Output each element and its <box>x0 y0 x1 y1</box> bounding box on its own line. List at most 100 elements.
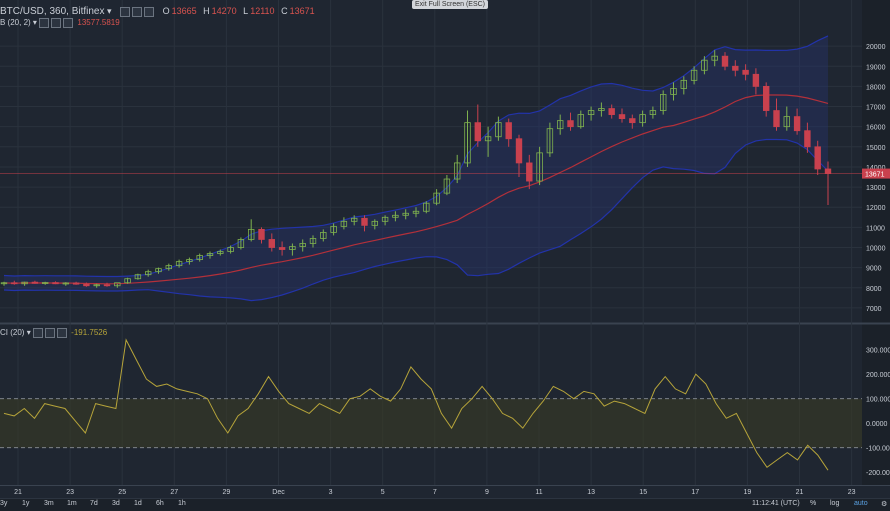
cci-tick-label: -100.000 <box>866 446 890 453</box>
bb-value: 13577.5819 <box>77 18 120 28</box>
candle-body <box>175 261 183 267</box>
candle-body <box>711 55 718 61</box>
cci-line <box>3 338 829 471</box>
footer-bar: 3y 1y 3m 1m 7d 3d 1d 6h 1h 11:12:41 (UTC… <box>0 498 890 511</box>
range-1y[interactable]: 1y <box>22 500 30 507</box>
cci-value: -191.7526 <box>71 328 108 338</box>
settings-icon[interactable] <box>44 328 55 338</box>
time-tick-label: 23 <box>66 489 74 496</box>
range-3y[interactable]: 3y <box>0 500 8 507</box>
auto-toggle[interactable]: auto <box>854 500 868 507</box>
candle-body <box>515 138 523 164</box>
log-toggle[interactable]: log <box>830 500 840 507</box>
candle-body <box>701 59 708 71</box>
candle-body <box>62 282 69 285</box>
candle-body <box>412 210 420 214</box>
eye-icon[interactable] <box>120 6 131 17</box>
candle-body <box>721 55 729 67</box>
price-tick-label: 18000 <box>866 84 886 91</box>
time-tick-label: 5 <box>381 489 385 496</box>
range-6h[interactable]: 6h <box>156 500 164 507</box>
candle-body <box>536 152 543 182</box>
candle-body <box>103 284 111 287</box>
candle-body <box>340 220 348 227</box>
candle-body <box>639 114 646 124</box>
symbol-header[interactable]: BTC/USD, 360, Bitfinex ▾ O 13665 H 14270 L… <box>0 6 315 17</box>
range-3m[interactable]: 3m <box>44 500 54 507</box>
candle-body <box>690 69 698 81</box>
price-tick-label: 11000 <box>866 225 885 232</box>
chart-canvas[interactable]: 21 23 25 27 29 Dec 3 5 7 9 11 13 15 17 19 21 23 20000 1900… <box>0 0 890 498</box>
candle-body <box>598 108 605 111</box>
eye-icon[interactable] <box>39 18 50 28</box>
candle-body <box>361 217 368 226</box>
time-tick-label: Dec <box>272 489 285 496</box>
price-tick-label: 15000 <box>866 145 886 152</box>
cci-label[interactable]: CI (20) <box>0 328 25 338</box>
cci-band-fill <box>0 398 862 448</box>
range-7d[interactable]: 7d <box>90 500 98 507</box>
time-tick-label: 23 <box>848 489 856 496</box>
close-label: C <box>281 6 288 16</box>
settings-icon[interactable] <box>132 6 143 17</box>
bb-fill <box>4 35 828 301</box>
candle-body <box>268 239 275 248</box>
candle-body <box>546 128 554 154</box>
candle-body <box>289 246 296 250</box>
percent-toggle[interactable]: % <box>810 500 817 507</box>
close-icon[interactable] <box>63 18 74 28</box>
cci-tick-label: 300.000 <box>866 348 890 355</box>
close-value: 13671 <box>289 6 315 16</box>
symbol-title[interactable]: BTC/USD, 360, Bitfinex <box>0 6 105 17</box>
candle-body <box>21 281 28 285</box>
time-tick-label: 15 <box>639 489 647 496</box>
candle-body <box>31 281 39 284</box>
price-axis-bg[interactable] <box>862 0 890 485</box>
candle-body <box>371 220 378 226</box>
range-3d[interactable]: 3d <box>112 500 120 507</box>
range-1m[interactable]: 1m <box>67 500 77 507</box>
candle-body <box>0 282 8 285</box>
range-1d[interactable]: 1d <box>134 500 142 507</box>
cci-tick-label: 0.0000 <box>866 421 888 428</box>
cci-header[interactable]: CI (20) ▾ -191.7526 <box>0 328 107 338</box>
candle-body <box>793 116 801 132</box>
eye-icon[interactable] <box>32 328 43 338</box>
settings-icon[interactable] <box>51 18 62 28</box>
cci-plot <box>0 338 862 471</box>
candle-body <box>114 282 121 287</box>
candle-body <box>227 247 234 252</box>
price-tick-label: 17000 <box>866 105 886 112</box>
close-icon[interactable] <box>56 328 67 338</box>
candle-body <box>124 278 131 284</box>
candle-body <box>752 73 760 87</box>
high-label: H <box>203 6 210 16</box>
chevron-down-icon[interactable]: ▾ <box>32 18 37 28</box>
candle-body <box>52 282 59 285</box>
chevron-down-icon[interactable]: ▾ <box>26 328 31 338</box>
range-1h[interactable]: 1h <box>178 500 186 507</box>
bb-label[interactable]: B (20, 2) <box>0 18 31 28</box>
axes-labels: 21 23 25 27 29 Dec 3 5 7 9 11 13 15 17 19 21 23 20000 1900… <box>14 44 890 496</box>
time-tick-label: 19 <box>744 489 752 496</box>
candle-body <box>618 114 626 120</box>
price-tick-label: 20000 <box>866 44 886 51</box>
gear-icon[interactable]: ⚙ <box>881 501 888 508</box>
candle-body <box>186 259 193 263</box>
price-tick-label: 14000 <box>866 165 886 172</box>
candle-body <box>783 116 790 128</box>
time-tick-label: 21 <box>796 489 804 496</box>
candle-body <box>773 110 780 128</box>
candle-body <box>206 253 214 256</box>
price-tick-label: 7000 <box>866 306 882 313</box>
candle-body <box>258 228 265 240</box>
close-icon[interactable] <box>144 6 155 17</box>
candle-body <box>381 216 389 222</box>
exit-fullscreen-button[interactable]: Exit Full Screen (ESC) <box>412 0 489 9</box>
main-pane-bg <box>0 0 862 322</box>
bb-header[interactable]: B (20, 2) ▾ 13577.5819 <box>0 18 120 28</box>
chevron-down-icon[interactable]: ▾ <box>107 6 112 16</box>
candle-body <box>165 265 172 270</box>
price-tick-label: 12000 <box>866 205 886 212</box>
price-tick-label: 9000 <box>866 266 882 273</box>
